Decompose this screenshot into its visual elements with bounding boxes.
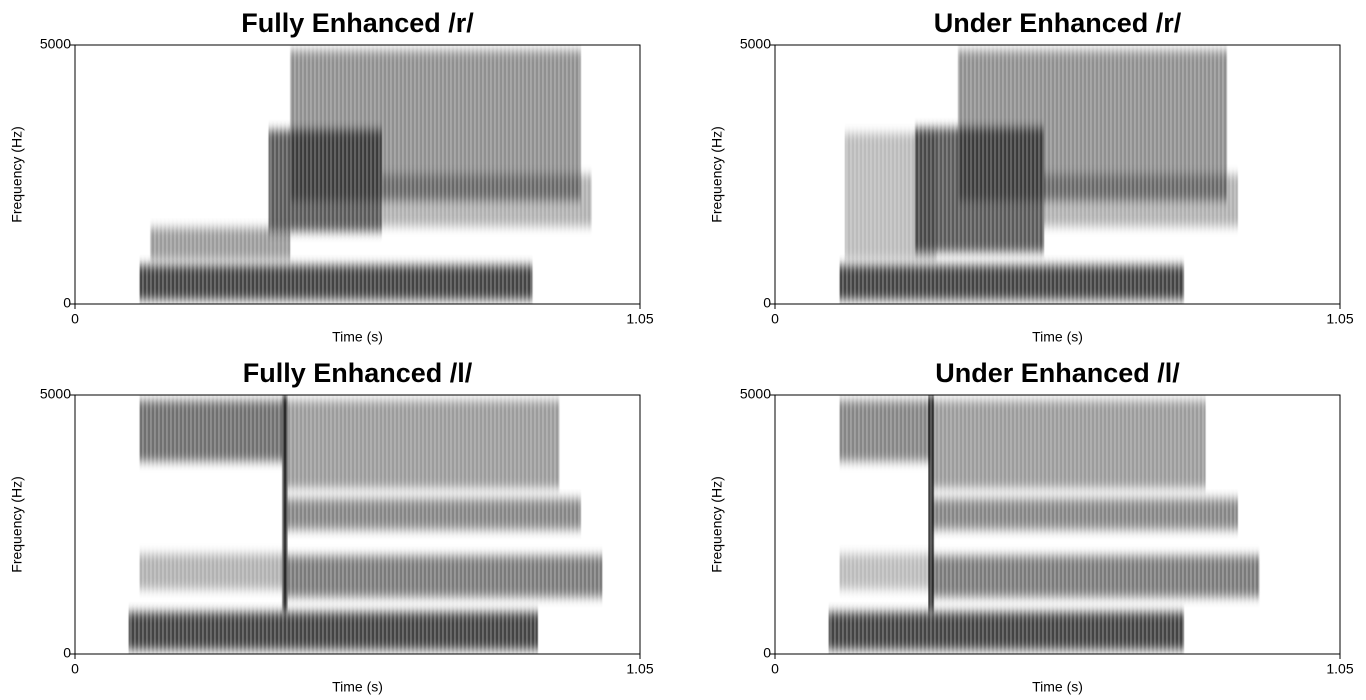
spectral-energy bbox=[150, 227, 291, 260]
x-tick-label: 1.05 bbox=[1326, 311, 1353, 327]
spectral-energy bbox=[284, 400, 560, 489]
spectral-energy bbox=[931, 498, 1238, 530]
chart-title: Under Enhanced /l/ bbox=[935, 358, 1180, 388]
chart-title: Under Enhanced /r/ bbox=[934, 8, 1182, 38]
plot-frame bbox=[774, 44, 1341, 305]
spectral-energy bbox=[1044, 174, 1238, 227]
y-tick-label: 5000 bbox=[740, 36, 771, 52]
x-axis-label: Time (s) bbox=[1032, 329, 1083, 345]
y-tick-label: 0 bbox=[763, 645, 771, 661]
spectral-energy bbox=[931, 400, 1206, 489]
y-tick-label: 5000 bbox=[740, 386, 771, 402]
x-tick-label: 0 bbox=[71, 311, 79, 327]
spectral-energy bbox=[284, 555, 603, 598]
chart-title: Fully Enhanced /r/ bbox=[241, 8, 474, 38]
spectrogram bbox=[128, 395, 603, 650]
x-tick-label: 1.05 bbox=[1326, 661, 1353, 677]
x-tick-label: 0 bbox=[71, 661, 79, 677]
x-tick-label: 0 bbox=[771, 311, 779, 327]
x-axis-label: Time (s) bbox=[332, 329, 383, 345]
y-tick-label: 0 bbox=[63, 645, 71, 661]
spectral-energy bbox=[284, 498, 581, 530]
spectral-energy bbox=[282, 395, 288, 613]
y-axis-label: Frequency (Hz) bbox=[709, 126, 725, 222]
spectral-energy bbox=[839, 400, 932, 462]
spectral-energy bbox=[139, 400, 285, 462]
x-axis-label: Time (s) bbox=[1032, 679, 1083, 695]
x-tick-label: 0 bbox=[771, 661, 779, 677]
spectral-energy bbox=[931, 555, 1260, 598]
spectrogram bbox=[839, 50, 1238, 300]
spectral-energy bbox=[839, 554, 932, 590]
spectrogram bbox=[828, 395, 1260, 650]
x-tick-label: 1.05 bbox=[626, 661, 653, 677]
spectral-energy bbox=[839, 265, 1184, 300]
spectrogram bbox=[139, 50, 592, 300]
spectral-energy bbox=[139, 265, 533, 300]
chart-title: Fully Enhanced /l/ bbox=[243, 358, 473, 388]
panel: Under Enhanced /l/Time (s) Frequency (Hz)… bbox=[709, 358, 1354, 695]
y-tick-label: 0 bbox=[763, 295, 771, 311]
spectral-energy bbox=[828, 612, 1184, 650]
plot-frame bbox=[774, 394, 1341, 655]
spectral-energy bbox=[128, 612, 538, 650]
plot-frame bbox=[74, 44, 641, 305]
y-tick-label: 0 bbox=[63, 295, 71, 311]
y-axis-label: Frequency (Hz) bbox=[709, 476, 725, 572]
y-tick-label: 5000 bbox=[40, 36, 71, 52]
spectral-energy bbox=[139, 554, 285, 590]
panel: Fully Enhanced /r/Time (s) Frequency (Hz)… bbox=[9, 8, 654, 345]
y-tick-label: 5000 bbox=[40, 386, 71, 402]
panel: Under Enhanced /r/Time (s) Frequency (Hz)… bbox=[709, 8, 1354, 345]
panel: Fully Enhanced /l/Time (s) Frequency (Hz)… bbox=[9, 358, 654, 695]
y-axis-label: Frequency (Hz) bbox=[9, 476, 25, 572]
plot-frame bbox=[74, 394, 641, 655]
y-axis-label: Frequency (Hz) bbox=[9, 126, 25, 222]
x-axis-label: Time (s) bbox=[332, 679, 383, 695]
x-tick-label: 1.05 bbox=[626, 311, 653, 327]
spectral-energy bbox=[381, 174, 592, 227]
